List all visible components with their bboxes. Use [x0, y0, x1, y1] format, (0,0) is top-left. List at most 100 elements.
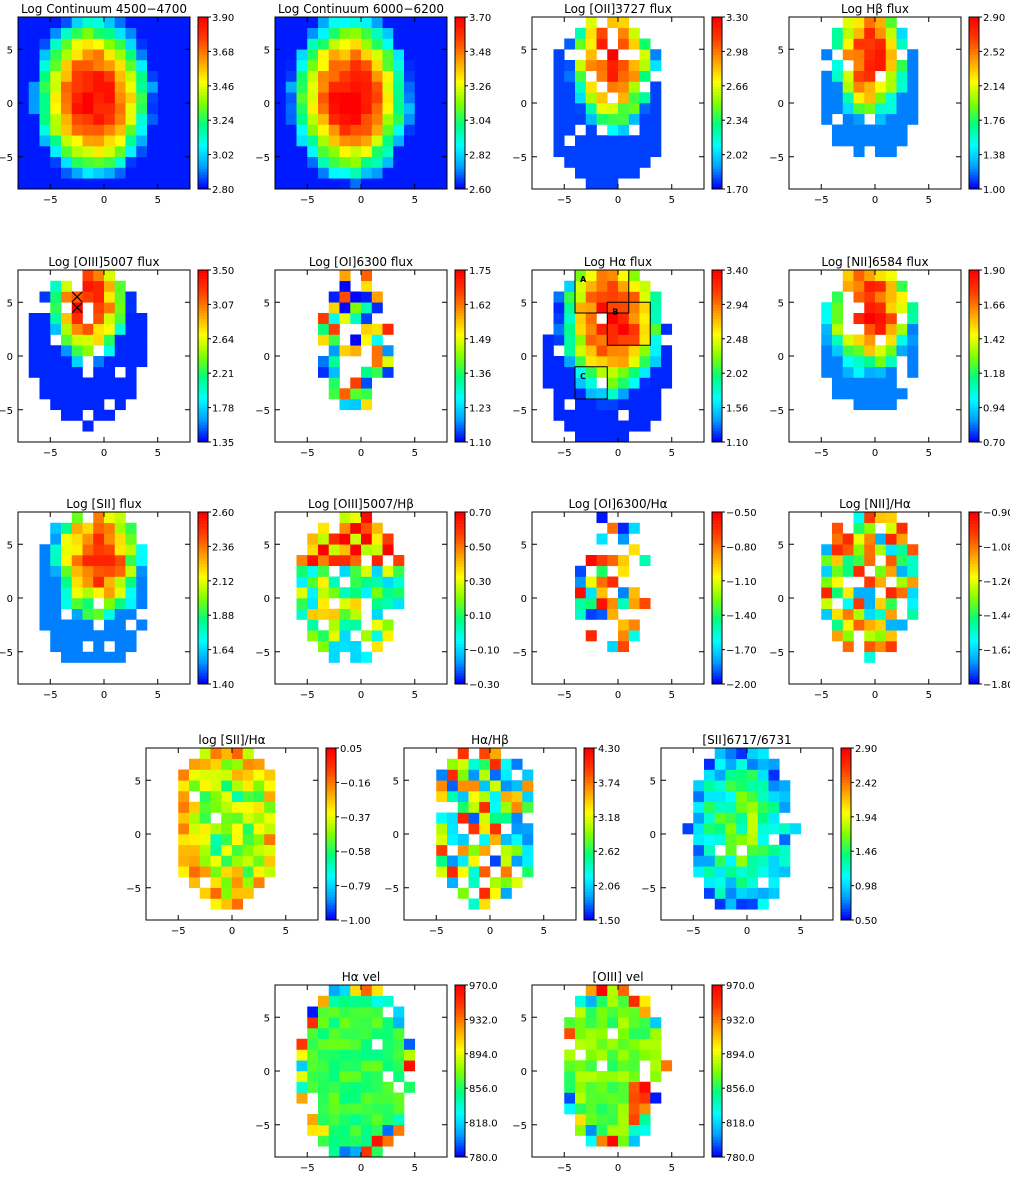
heatmap-cell [147, 81, 159, 93]
colorbar-segment [455, 1125, 465, 1129]
heatmap-cell [93, 544, 105, 556]
heatmap-cell [693, 801, 705, 813]
heatmap-cell [628, 1060, 640, 1072]
colorbar-segment [841, 819, 851, 823]
heatmap-cell [339, 103, 351, 115]
colorbar-segment [198, 166, 208, 170]
heatmap-cell [179, 38, 191, 50]
heatmap-cell [842, 70, 854, 82]
heatmap-cell [575, 356, 587, 368]
colorbar-tick-label: 1.56 [726, 404, 748, 415]
heatmap-cell [885, 323, 897, 335]
colorbar-segment [198, 606, 208, 610]
heatmap-cell [821, 70, 833, 82]
heatmap-cell [864, 366, 876, 378]
heatmap-cell [842, 345, 854, 357]
heatmap-cell [371, 92, 383, 104]
heatmap-cell [199, 887, 211, 899]
colorbar-segment [455, 681, 465, 685]
heatmap-cell [371, 302, 383, 314]
colorbar-segment [712, 1059, 722, 1063]
colorbar-segment [198, 37, 208, 41]
colorbar-tick-label: 1.42 [983, 335, 1005, 346]
colorbar-segment [841, 908, 851, 912]
heatmap-cell [575, 1114, 587, 1126]
heatmap-cell [82, 587, 94, 599]
heatmap-cell [339, 1103, 351, 1115]
heatmap-cell [607, 60, 619, 72]
colorbar-tick-label: 1.70 [726, 185, 748, 196]
colorbar-segment [455, 39, 465, 44]
heatmap-cell [253, 801, 265, 813]
heatmap-cell [39, 178, 51, 190]
heatmap-cell [307, 1124, 319, 1136]
heatmap-cell [328, 388, 340, 400]
heatmap-cell [210, 866, 222, 878]
heatmap-cell [296, 146, 308, 158]
heatmap-cell [382, 135, 394, 147]
colorbar-segment [712, 295, 722, 300]
heatmap-cell [61, 49, 73, 61]
colorbar-segment [712, 22, 722, 26]
heatmap-cell [232, 887, 244, 899]
colorbar-segment [326, 782, 336, 786]
heatmap-cell [296, 1049, 308, 1061]
colorbar-segment [584, 917, 594, 921]
heatmap-cell [136, 313, 148, 325]
heatmap-cell [628, 630, 640, 642]
colorbar-segment [326, 770, 336, 775]
colorbar-segment [712, 338, 722, 343]
heatmap-cell [896, 619, 908, 631]
heatmap-cell [350, 1038, 362, 1050]
heatmap-cell [114, 113, 126, 125]
colorbar-frame [711, 984, 723, 1158]
heatmap-cell [93, 399, 105, 411]
colorbar-segment [712, 148, 722, 153]
heatmap-cell [875, 323, 887, 335]
colorbar-segment [969, 292, 979, 297]
heatmap-cell [650, 334, 662, 346]
heatmap-cell [307, 27, 319, 39]
colorbar-segment [198, 635, 208, 639]
heatmap-cell [328, 1006, 340, 1018]
colorbar-segment [455, 85, 465, 90]
heatmap-cell [361, 38, 373, 50]
colorbar-segment [969, 361, 979, 365]
heatmap-cell [725, 834, 737, 846]
heatmap-cell [339, 641, 351, 653]
heatmap-cell [618, 995, 630, 1007]
heatmap-cell [50, 641, 62, 653]
heatmap-cell [436, 844, 448, 856]
heatmap-cell [18, 113, 30, 125]
colorbar-segment [969, 324, 979, 328]
heatmap-cell [104, 522, 116, 534]
heatmap-cell [404, 70, 416, 82]
heatmap-cell [490, 834, 502, 846]
colorbar-segment [969, 183, 979, 187]
colorbar-segment [198, 661, 208, 665]
colorbar-tick-label: 970.0 [726, 981, 755, 992]
heatmap-cell [82, 178, 94, 190]
heatmap-cell [328, 135, 340, 147]
heatmap-cell [875, 533, 887, 545]
heatmap-cell [371, 113, 383, 125]
heatmap-cell [296, 576, 308, 588]
colorbar-segment [198, 529, 208, 533]
colorbar-segment [198, 335, 208, 340]
heatmap-cell [189, 855, 201, 867]
heatmap-cell [607, 313, 619, 325]
colorbar-segment [969, 652, 979, 656]
heatmap-cell [221, 748, 233, 760]
colorbar-segment [455, 347, 465, 351]
heatmap-cell [864, 356, 876, 368]
heatmap-cell [114, 313, 126, 325]
heatmap-cell [318, 1071, 330, 1083]
heatmap-cell [618, 313, 630, 325]
heatmap-cell [339, 38, 351, 50]
heatmap-cell [618, 302, 630, 314]
colorbar-segment [455, 393, 465, 397]
colorbar-tick-label: −1.00 [340, 916, 371, 927]
colorbar-segment [198, 555, 208, 559]
heatmap-cell [853, 608, 865, 620]
